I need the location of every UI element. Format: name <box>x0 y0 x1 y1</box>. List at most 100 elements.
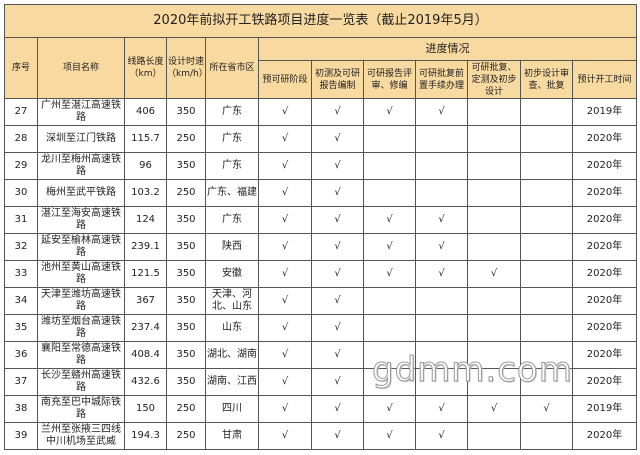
header-length: 线路长度（km） <box>124 37 167 99</box>
check-mark: √ <box>258 206 312 234</box>
cell-empty <box>415 368 468 396</box>
check-mark: √ <box>258 368 312 396</box>
cell-speed: 250 <box>166 422 206 450</box>
check-mark: √ <box>363 233 416 261</box>
cell-seq: 28 <box>4 125 38 153</box>
check-mark: √ <box>363 98 416 126</box>
cell-length: 150 <box>124 395 167 423</box>
cell-length: 237.4 <box>124 314 167 342</box>
check-mark: √ <box>415 422 468 450</box>
check-mark: √ <box>258 233 312 261</box>
header-province: 所在省市区 <box>205 37 259 99</box>
cell-province: 广东、福建 <box>205 179 259 207</box>
cell-speed: 350 <box>166 368 206 396</box>
cell-empty <box>520 287 573 315</box>
header-stage: 初测及可研报告编制 <box>311 60 364 99</box>
cell-empty <box>363 368 416 396</box>
table-row: 38 南充至巴中城际铁路 150 250 四川 √ √ √ √ √ √ 2019年 <box>4 395 638 423</box>
cell-seq: 33 <box>4 260 38 288</box>
cell-year: 2020年 <box>571 422 638 450</box>
check-mark: √ <box>311 395 364 423</box>
cell-year: 2020年 <box>571 152 638 180</box>
cell-length: 239.1 <box>124 233 167 261</box>
cell-empty <box>467 422 521 450</box>
check-mark: √ <box>311 287 364 315</box>
cell-year: 2020年 <box>571 287 638 315</box>
check-mark: √ <box>311 179 364 207</box>
table-row: 28 深圳至江门铁路 115.7 250 广东 √ √ 2020年 <box>4 125 638 153</box>
check-mark: √ <box>311 260 364 288</box>
table-row: 39 兰州至张掖三四线中川机场至武威 194.3 250 甘肃 √ √ √ √ 2020年 <box>4 422 638 450</box>
cell-empty <box>467 233 521 261</box>
cell-name: 湛江至海安高速铁路 <box>37 206 125 234</box>
cell-speed: 350 <box>166 152 206 180</box>
cell-length: 367 <box>124 287 167 315</box>
cell-empty <box>467 206 521 234</box>
cell-length: 103.2 <box>124 179 167 207</box>
cell-length: 194.3 <box>124 422 167 450</box>
check-mark: √ <box>258 125 312 153</box>
cell-empty <box>363 341 416 369</box>
check-mark: √ <box>311 206 364 234</box>
check-mark: √ <box>311 125 364 153</box>
check-mark: √ <box>363 395 416 423</box>
cell-speed: 350 <box>166 314 206 342</box>
cell-province: 广东 <box>205 125 259 153</box>
table-row: 29 龙川至梅州高速铁路 96 350 广东 √ √ 2020年 <box>4 152 638 180</box>
cell-empty <box>363 179 416 207</box>
cell-year: 2019年 <box>571 395 638 423</box>
cell-empty <box>415 125 468 153</box>
progress-table: 2020年前拟开工铁路项目进度一览表（截止2019年5月） 序号 项目名称 线路… <box>3 4 638 450</box>
table-row: 30 梅州至武平铁路 103.2 250 广东、福建 √ √ 2020年 <box>4 179 638 207</box>
check-mark: √ <box>363 260 416 288</box>
cell-empty <box>520 233 573 261</box>
cell-empty <box>363 152 416 180</box>
check-mark: √ <box>258 98 312 126</box>
cell-province: 陕西 <box>205 233 259 261</box>
cell-name: 广州至湛江高速铁路 <box>37 98 125 126</box>
check-mark: √ <box>258 179 312 207</box>
header-stage: 可研批复前置手续办理 <box>415 60 468 99</box>
cell-empty <box>415 341 468 369</box>
cell-year: 2020年 <box>571 125 638 153</box>
check-mark: √ <box>415 395 468 423</box>
cell-seq: 38 <box>4 395 38 423</box>
cell-empty <box>467 152 521 180</box>
cell-empty <box>520 314 573 342</box>
cell-empty <box>520 260 573 288</box>
cell-name: 襄阳至常德高速铁路 <box>37 341 125 369</box>
cell-empty <box>520 98 573 126</box>
cell-speed: 250 <box>166 179 206 207</box>
cell-name: 潍坊至烟台高速铁路 <box>37 314 125 342</box>
cell-seq: 37 <box>4 368 38 396</box>
cell-province: 湖南、江西 <box>205 368 259 396</box>
cell-province: 天津、河北、山东 <box>205 287 259 315</box>
check-mark: √ <box>415 206 468 234</box>
cell-length: 121.5 <box>124 260 167 288</box>
table-row: 35 潍坊至烟台高速铁路 237.4 350 山东 √ √ 2020年 <box>4 314 638 342</box>
cell-empty <box>467 341 521 369</box>
table-row: 36 襄阳至常德高速铁路 408.4 350 湖北、湖南 √ √ 2020年 <box>4 341 638 369</box>
cell-province: 湖北、湖南 <box>205 341 259 369</box>
cell-province: 广东 <box>205 206 259 234</box>
cell-empty <box>520 206 573 234</box>
cell-empty <box>415 179 468 207</box>
cell-name: 天津至潍坊高速铁路 <box>37 287 125 315</box>
table-row: 31 湛江至海安高速铁路 124 350 广东 √ √ √ √ 2020年 <box>4 206 638 234</box>
check-mark: √ <box>311 98 364 126</box>
check-mark: √ <box>520 395 573 423</box>
cell-empty <box>467 287 521 315</box>
cell-seq: 31 <box>4 206 38 234</box>
cell-year: 2020年 <box>571 341 638 369</box>
check-mark: √ <box>258 395 312 423</box>
cell-name: 延安至榆林高速铁路 <box>37 233 125 261</box>
cell-speed: 250 <box>166 125 206 153</box>
header-year: 预计开工时间 <box>571 60 638 99</box>
check-mark: √ <box>415 233 468 261</box>
check-mark: √ <box>415 98 468 126</box>
table-row: 32 延安至榆林高速铁路 239.1 350 陕西 √ √ √ √ 2020年 <box>4 233 638 261</box>
check-mark: √ <box>311 314 364 342</box>
cell-empty <box>520 179 573 207</box>
check-mark: √ <box>258 287 312 315</box>
cell-length: 96 <box>124 152 167 180</box>
